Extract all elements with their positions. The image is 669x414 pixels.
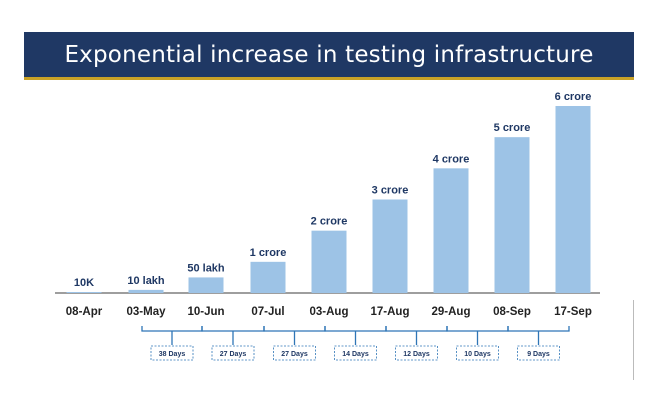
x-tick-label: 03-May	[127, 306, 167, 318]
data-label: 50 lakh	[187, 262, 225, 274]
bar	[128, 289, 164, 293]
bar	[433, 168, 469, 293]
bar	[372, 199, 408, 293]
title-banner: Exponential increase in testing infrastr…	[24, 32, 634, 80]
interval-bracket	[141, 326, 203, 345]
interval-label: 10 Days	[464, 351, 491, 358]
divider-line	[633, 300, 634, 380]
x-tick-label: 29-Aug	[432, 306, 471, 318]
data-label: 10 lakh	[127, 275, 165, 287]
x-tick-label: 03-Aug	[310, 306, 349, 318]
interval-label: 14 Days	[342, 351, 369, 358]
interval-label: 9 Days	[527, 351, 550, 358]
interval-bracket	[385, 326, 448, 345]
data-label: 3 crore	[372, 185, 409, 197]
interval-box	[150, 345, 194, 361]
bar	[494, 137, 530, 293]
interval-bracket	[507, 326, 570, 345]
data-label: 10K	[74, 277, 94, 289]
interval-box	[395, 345, 438, 361]
interval-bracket	[446, 326, 509, 345]
data-label: 1 crore	[250, 247, 287, 259]
x-tick-label: 17-Aug	[371, 306, 410, 318]
x-tick-label: 10-Jun	[187, 306, 224, 318]
interval-label: 27 Days	[220, 351, 247, 358]
data-label: 5 crore	[494, 122, 531, 134]
x-tick-label: 08-Apr	[66, 306, 103, 318]
bar	[250, 261, 286, 293]
x-tick-label: 08-Sep	[493, 306, 531, 318]
chart-title: Exponential increase in testing infrastr…	[64, 41, 594, 68]
data-label: 6 crore	[555, 91, 592, 103]
interval-box	[456, 345, 499, 361]
interval-box	[211, 345, 255, 361]
bar	[555, 106, 591, 293]
data-label: 4 crore	[433, 153, 470, 165]
bar	[66, 292, 102, 293]
bar	[311, 230, 347, 293]
bar	[188, 277, 224, 293]
interval-box	[273, 345, 316, 361]
interval-box	[334, 345, 377, 361]
interval-label: 12 Days	[403, 351, 430, 358]
x-tick-label: 07-Jul	[251, 306, 284, 318]
interval-label: 38 Days	[159, 351, 186, 358]
interval-bracket	[263, 326, 326, 345]
x-tick-label: 17-Sep	[554, 306, 592, 318]
interval-label: 27 Days	[281, 351, 308, 358]
interval-box	[517, 345, 560, 361]
interval-bracket	[324, 326, 387, 345]
interval-bracket	[201, 326, 265, 345]
data-label: 2 crore	[311, 216, 348, 228]
